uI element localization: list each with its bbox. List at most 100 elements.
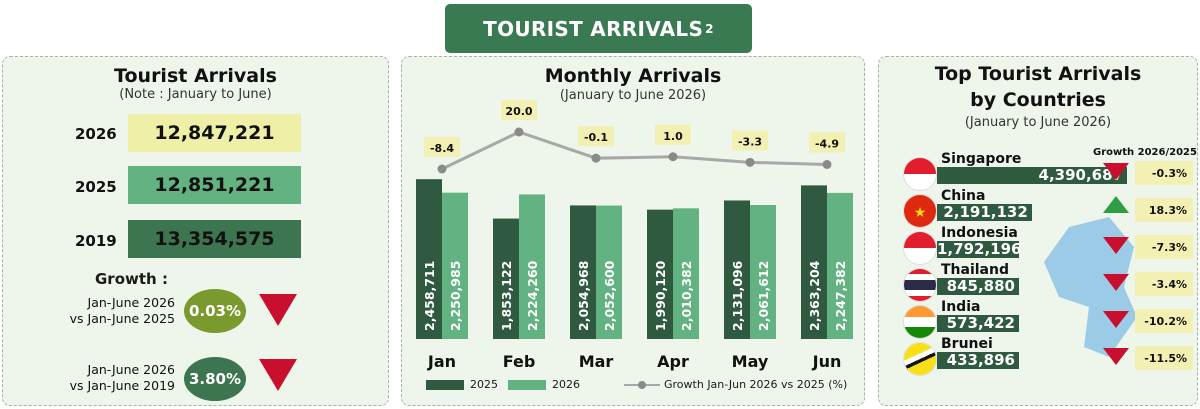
bar-value-label: 2,131,096 [730,260,745,331]
growth-line [441,130,828,171]
growth-value-label: -0.1 [584,131,608,144]
growth-circle: 3.80% [184,357,246,401]
growth-point [437,164,447,174]
growth-comparison-label: Jan-June 2026 vs Jan-June 2025 [33,295,175,327]
legend-label-2026: 2026 [552,378,580,391]
bar-2026-May [750,204,776,339]
growth-value-label: 20.0 [505,105,532,118]
country-growth-value: -7.3% [1135,235,1193,259]
country-name: Thailand [941,262,1009,278]
decrease-triangle-icon [1103,163,1129,180]
growth-label-box [424,137,460,157]
country-name: Indonesia [941,225,1018,241]
bar-2026-Jun [827,192,853,339]
bar-value-label: 2,247,382 [833,261,848,331]
month-tick-label: Jun [812,352,842,371]
country-growth-value: 18.3% [1135,198,1193,222]
growth-point [822,159,832,169]
thailand-flag-icon [903,268,937,302]
legend-label-2025: 2025 [470,378,498,391]
growth-value-label: -8.4 [430,142,454,155]
bar-2025-Apr [647,209,673,339]
arrivals-value-box: 13,354,575 [128,220,301,258]
growth-value-label: -4.9 [815,137,839,150]
panel-title: Top Tourist Arrivals [934,63,1142,85]
bar-2026-Mar [596,205,622,339]
country-growth-value: -11.5% [1135,346,1193,370]
bar-value-label: 2,010,382 [679,261,694,331]
bar-value-label: 2,458,711 [422,261,437,331]
country-arrivals-bar: 2,191,132 [937,204,1032,221]
decrease-triangle-icon [1103,237,1129,254]
legend-swatch-2025 [426,380,464,390]
growth-comparison-label: Jan-June 2026 vs Jan-June 2019 [33,362,175,394]
bar-value-label: 2,054,968 [576,261,591,331]
bar-2026-Feb [519,194,545,339]
comparison-line: vs Jan-June 2019 [69,378,175,393]
growth-point [514,127,524,137]
growth-label-box [732,130,768,151]
growth-label-box [809,132,845,153]
bar-value-label: 2,363,204 [807,260,822,331]
month-tick-label: Jan [427,352,456,371]
decrease-triangle-icon [259,294,297,326]
bar-2025-Jun [801,185,827,339]
country-name: China [941,188,986,204]
country-arrivals-bar: 433,896 [937,352,1019,369]
bar-value-label: 1,990,120 [653,260,668,331]
country-name: Singapore [941,151,1022,167]
decrease-triangle-icon [1103,348,1129,365]
country-growth-value: -0.3% [1135,161,1193,185]
country-name: Brunei [941,336,993,352]
bar-value-label: 2,250,985 [448,261,463,331]
bar-value-label: 2,052,600 [602,260,617,331]
comparison-line: Jan-June 2026 [87,362,175,377]
growth-point [591,153,601,163]
bar-2025-Mar [570,205,596,339]
monthly-arrivals-panel: Monthly Arrivals (January to June 2026) … [401,56,865,406]
growth-heading: Growth : [95,270,168,288]
year-label: 2026 [75,125,117,143]
year-label: 2019 [75,232,117,250]
growth-label-box [501,100,537,120]
monthly-arrivals-chart: 2,458,711 2,250,985 Jan 1,853,122 2,224,260 F… [416,100,853,371]
month-tick-label: Apr [657,352,689,371]
legend-label-growth: Growth Jan-Jun 2026 vs 2025 (%) [664,378,848,391]
country-name: India [941,299,981,315]
arrivals-value-box: 12,851,221 [128,166,301,204]
bar-value-label: 2,061,612 [756,261,771,331]
tourist-arrivals-panel: Tourist Arrivals (Note : January to June… [2,56,389,406]
growth-point [668,152,678,162]
panel-note: (Note : January to June) [119,87,272,102]
growth-label-box [578,126,614,147]
growth-column-heading: Growth 2026/2025 [1093,147,1197,158]
panel-subtitle: (January to June 2026) [559,88,707,103]
month-tick-label: May [732,352,769,371]
decrease-triangle-icon [1103,274,1129,291]
indonesia-flag-icon [903,231,937,265]
year-label: 2025 [75,178,117,196]
growth-label-box [655,124,691,145]
banner-superscript: 2 [705,21,714,36]
growth-value-label: -3.3 [738,135,762,148]
country-arrivals-bar: 845,880 [937,278,1019,295]
bar-value-label: 1,853,122 [499,261,514,331]
month-tick-label: Feb [503,352,536,371]
panel-title: Tourist Arrivals [114,65,277,87]
bar-2026-Apr [673,208,699,339]
top-countries-panel: Top Tourist Arrivals by Countries (Janua… [878,56,1198,406]
growth-value-label: 1.0 [663,130,683,143]
bar-2025-Jan [416,179,442,339]
singapore-flag-icon [903,157,937,191]
india-flag-icon [903,305,937,339]
bar-2025-Feb [493,218,519,339]
panel-title-line2: by Countries [970,89,1106,111]
panel-title: Monthly Arrivals [544,65,722,87]
bar-2026-Jan [442,192,468,339]
month-tick-label: Mar [579,352,614,371]
country-arrivals-bar: 573,422 [937,315,1019,332]
increase-triangle-icon [1103,196,1129,213]
brunei-flag-icon [903,342,937,376]
growth-point [745,157,755,167]
legend-line-icon [624,381,660,389]
